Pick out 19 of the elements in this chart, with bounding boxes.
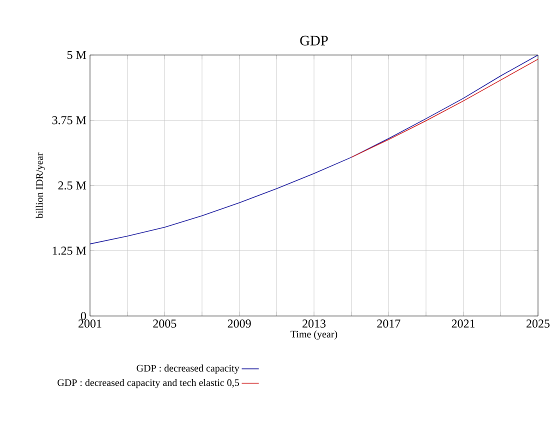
y-axis-title: billion IDR/year bbox=[36, 152, 45, 218]
x-axis-title: Time (year) bbox=[290, 330, 338, 340]
y-tick-label: 2.5 M bbox=[58, 181, 86, 190]
y-tick-label: 1.25 M bbox=[52, 246, 86, 255]
x-tick-label: 2013 bbox=[302, 320, 326, 328]
x-tick-label: 2025 bbox=[526, 320, 550, 328]
y-tick-label: 5 M bbox=[67, 51, 86, 59]
x-tick-label: 2009 bbox=[228, 320, 251, 328]
x-tick-label: 2001 bbox=[78, 320, 102, 328]
line-series bbox=[90, 55, 538, 244]
line-series bbox=[350, 58, 538, 158]
x-tick-label: 2005 bbox=[153, 320, 176, 328]
y-tick-label: 0 bbox=[80, 312, 86, 320]
x-tick-label: 2017 bbox=[377, 320, 400, 328]
chart-title: GDP bbox=[300, 36, 328, 46]
legend-label: GDP : decreased capacity bbox=[136, 364, 240, 374]
y-tick-label: 3.75 M bbox=[52, 116, 86, 124]
legend-label: GDP : decreased capacity and tech elastic 0,5 bbox=[58, 379, 239, 388]
x-tick-label: 2021 bbox=[452, 320, 475, 328]
